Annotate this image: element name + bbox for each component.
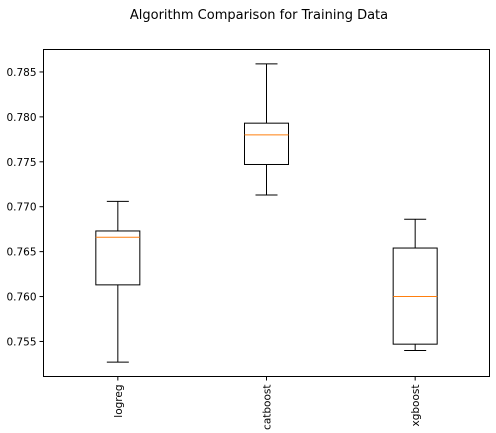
x-axis: logreg catboost xgboost — [113, 376, 422, 430]
box-xgboost — [392, 218, 438, 351]
box-logreg — [95, 200, 141, 363]
box-catboost — [244, 63, 289, 196]
y-tick-label: 0.755 — [6, 336, 36, 348]
chart-title: Algorithm Comparison for Training Data — [130, 8, 388, 23]
y-tick-label: 0.780 — [6, 112, 36, 124]
iqr-box — [244, 122, 289, 165]
y-tick-label: 0.785 — [6, 67, 36, 79]
x-tick-label: logreg — [113, 385, 125, 418]
y-tick-label: 0.775 — [6, 157, 36, 169]
y-axis: 0.755 0.760 0.765 0.770 0.775 0.780 0.785 — [6, 67, 44, 348]
y-tick-label: 0.765 — [6, 247, 36, 259]
x-tick-label: xgboost — [410, 385, 422, 427]
y-tick-label: 0.770 — [6, 202, 36, 214]
iqr-box — [95, 230, 141, 286]
y-tick-label: 0.760 — [6, 292, 36, 304]
boxes — [95, 63, 438, 363]
x-tick-label: catboost — [262, 385, 274, 430]
